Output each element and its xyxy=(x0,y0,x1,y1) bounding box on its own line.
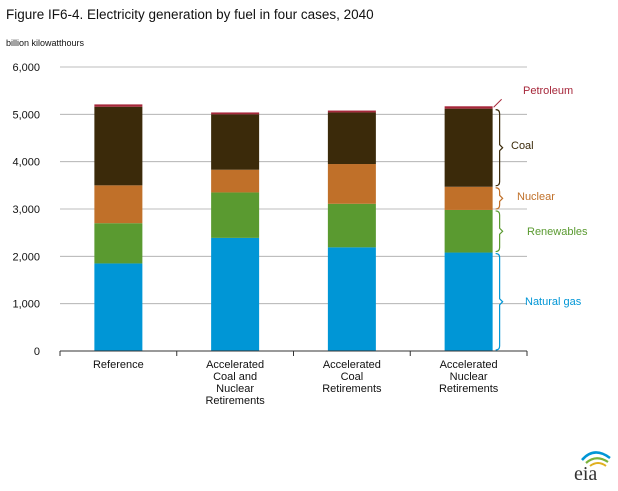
x-axis xyxy=(59,350,528,356)
bar-segment-natural-gas xyxy=(327,247,376,351)
logo-text: eia xyxy=(574,463,597,484)
x-tick-label: Accelerated xyxy=(206,359,264,371)
x-tick-label: Retirements xyxy=(439,383,499,395)
bar-segment-petroleum xyxy=(94,104,143,107)
bar-segment-nuclear xyxy=(444,186,493,210)
bar-segment-renewables xyxy=(94,223,143,264)
bar-segment-nuclear xyxy=(94,185,143,224)
x-tick-label: Coal xyxy=(341,371,364,383)
y-axis-unit-label: billion kilowatthours xyxy=(6,38,85,48)
eia-logo: eia xyxy=(574,451,611,484)
x-tick-label: Accelerated xyxy=(440,359,498,371)
bar-segment-petroleum xyxy=(211,112,260,115)
y-tick-label: 4,000 xyxy=(12,157,40,169)
bar-segment-renewables xyxy=(327,203,376,248)
legend: Natural gas Renewables Nuclear Coal Petroleu… xyxy=(493,85,588,351)
legend-label-petroleum: Petroleum xyxy=(523,85,573,97)
legend-label-renewables: Renewables xyxy=(527,226,588,238)
x-tick-label: Nuclear xyxy=(216,383,254,395)
x-tick-label: Retirements xyxy=(322,383,382,395)
legend-brace xyxy=(495,187,504,210)
bars xyxy=(94,104,493,351)
legend-label-natural-gas: Natural gas xyxy=(525,296,582,308)
chart-title: Figure IF6-4. Electricity generation by … xyxy=(6,7,374,22)
bar-segment-petroleum xyxy=(444,106,493,109)
bar-segment-coal xyxy=(94,106,143,186)
x-tick-label: Nuclear xyxy=(450,371,488,383)
y-tick-label: 0 xyxy=(34,346,40,358)
x-tick-label: Retirements xyxy=(205,395,265,407)
x-tick-label: Reference xyxy=(93,359,144,371)
bar-segment-coal xyxy=(211,114,260,170)
bar-segment-coal xyxy=(327,112,376,165)
bar-segment-nuclear xyxy=(327,164,376,204)
y-tick-label: 1,000 xyxy=(12,299,40,311)
stacked-bar-chart: 0 1,000 2,000 3,000 4,000 5,000 6,000 Referenc… xyxy=(12,62,588,407)
y-tick-label: 2,000 xyxy=(12,251,40,263)
bar-segment-natural-gas xyxy=(444,252,493,351)
legend-brace xyxy=(495,109,504,187)
legend-leader-line xyxy=(493,98,502,108)
legend-label-coal: Coal xyxy=(511,140,534,152)
logo-arc-yellow xyxy=(589,462,607,467)
logo-arc-green xyxy=(585,457,609,464)
legend-label-nuclear: Nuclear xyxy=(517,191,555,203)
y-tick-label: 3,000 xyxy=(12,204,40,216)
x-tick-label: Coal and xyxy=(213,371,257,383)
bar-segment-natural-gas xyxy=(211,237,260,351)
bar-segment-renewables xyxy=(444,209,493,253)
legend-brace xyxy=(495,210,504,253)
legend-brace xyxy=(495,252,504,351)
bar-segment-natural-gas xyxy=(94,263,143,351)
bar-segment-petroleum xyxy=(327,110,376,113)
y-tick-label: 5,000 xyxy=(12,109,40,121)
y-tick-label: 6,000 xyxy=(12,62,40,74)
logo-arc-blue xyxy=(581,451,611,461)
bar-segment-coal xyxy=(444,108,493,187)
x-tick-label: Accelerated xyxy=(323,359,381,371)
y-axis-ticks: 0 1,000 2,000 3,000 4,000 5,000 6,000 xyxy=(12,62,40,358)
bar-segment-renewables xyxy=(211,192,260,238)
bar-segment-nuclear xyxy=(211,169,260,193)
